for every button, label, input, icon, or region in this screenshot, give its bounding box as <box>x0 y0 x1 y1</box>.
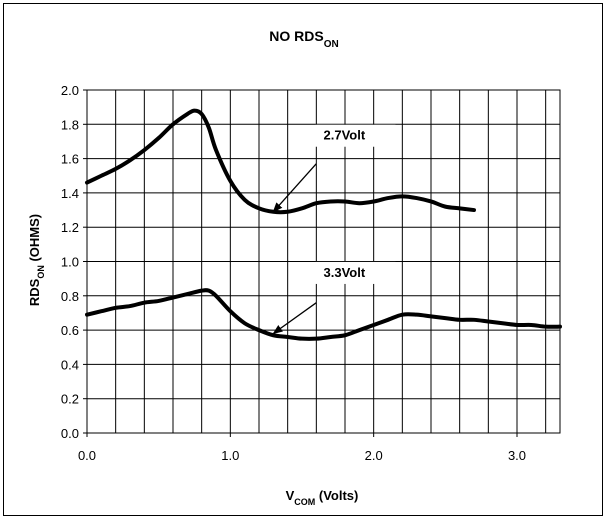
annotation-arrow <box>272 302 317 335</box>
y-axis-title: RDSON (OHMS) <box>27 214 46 306</box>
x-axis-title: VCOM (Volts) <box>286 488 359 507</box>
annotation-label-1: 3.3Volt <box>324 265 366 280</box>
y-tick-label: 0.6 <box>61 323 79 338</box>
annotation-box <box>315 124 396 147</box>
chart-frame <box>3 3 603 516</box>
annotation-label-0: 2.7Volt <box>324 128 366 143</box>
x-tick-label: 2.0 <box>365 448 383 463</box>
y-tick-label: 1.6 <box>61 152 79 167</box>
x-tick-label: 1.0 <box>221 448 239 463</box>
y-tick-label: 0.2 <box>61 392 79 407</box>
x-tick-label: 0.0 <box>78 448 96 463</box>
y-tick-label: 0.4 <box>61 357 79 372</box>
chart-title: NO RDSON <box>269 28 338 50</box>
y-tick-label: 2.0 <box>61 83 79 98</box>
y-tick-label: 1.4 <box>61 186 79 201</box>
y-tick-label: 1.2 <box>61 220 79 235</box>
y-tick-label: 0.8 <box>61 289 79 304</box>
y-tick-label: 0.0 <box>61 426 79 441</box>
y-tick-label: 1.8 <box>61 117 79 132</box>
series-line-33volt <box>85 288 562 341</box>
series-layer <box>85 108 562 341</box>
annotation-box <box>315 261 396 284</box>
annotation-layer: 2.7Volt 3.3Volt <box>272 124 396 335</box>
series-line-27volt <box>85 108 476 215</box>
x-tick-label: 3.0 <box>508 448 526 463</box>
y-tick-label: 1.0 <box>61 255 79 270</box>
annotation-arrow <box>272 163 317 213</box>
tick-labels: 0.0 1.0 2.0 3.0 0.0 0.2 0.4 0.6 0.8 1.0 1.2 1.4 1.6 1… <box>61 83 526 463</box>
